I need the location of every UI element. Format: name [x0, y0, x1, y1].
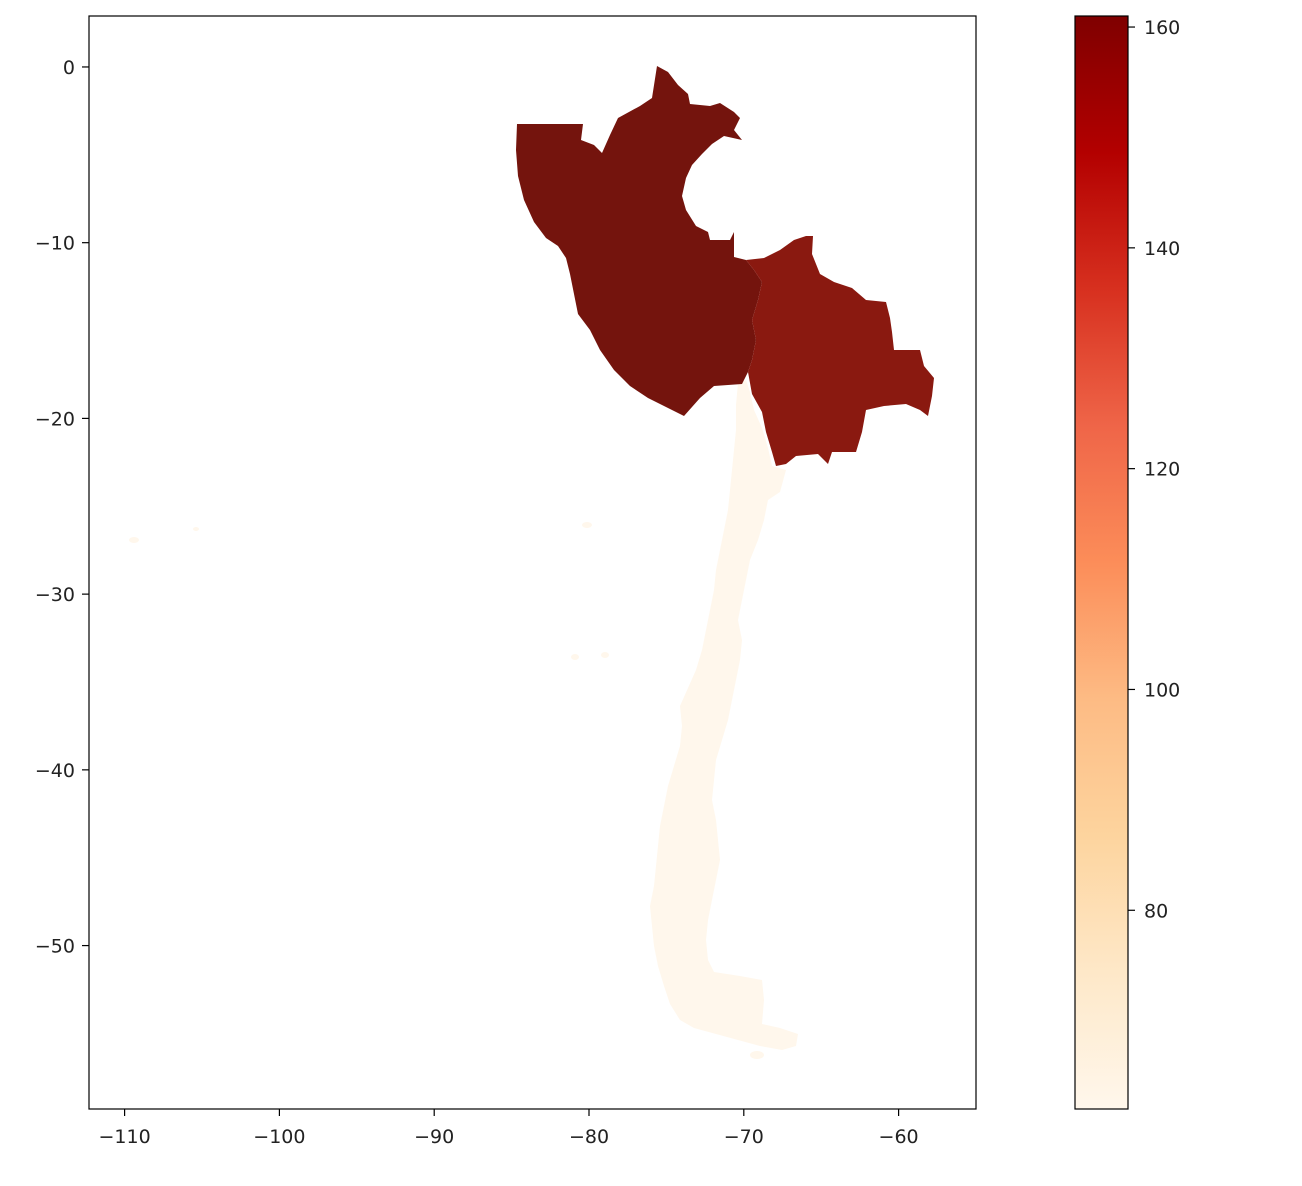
colorbar-tick-label: 100: [1144, 679, 1180, 701]
region-peru[interactable]: [516, 66, 762, 416]
x-tick-label: −70: [724, 1126, 764, 1148]
region-chile[interactable]: [650, 380, 798, 1050]
x-axis: −110 −100 −90 −80 −70 −60: [99, 1109, 919, 1148]
colorbar: 80 100 120 140 160: [1074, 15, 1180, 1110]
x-tick-label: −60: [879, 1126, 919, 1148]
y-tick-label: −20: [35, 408, 75, 430]
x-tick-label: −90: [414, 1126, 454, 1148]
region-chile-island: [582, 522, 592, 528]
y-tick-label: −30: [35, 584, 75, 606]
region-chile-island: [193, 527, 199, 531]
colorbar-gradient: [1074, 15, 1129, 1110]
y-tick-label: −50: [35, 936, 75, 958]
colorbar-ticks: 80 100 120 140 160: [1128, 17, 1180, 922]
x-tick-label: −80: [569, 1126, 609, 1148]
x-tick-label: −100: [253, 1126, 305, 1148]
colorbar-tick-label: 80: [1144, 900, 1168, 922]
colorbar-tick-label: 140: [1144, 238, 1180, 260]
y-tick-label: 0: [63, 57, 75, 79]
region-bolivia[interactable]: [746, 236, 934, 466]
y-tick-label: −40: [35, 760, 75, 782]
x-tick-label: −110: [99, 1126, 151, 1148]
region-chile-island: [601, 652, 609, 658]
region-chile-island: [750, 1051, 764, 1059]
y-tick-label: −10: [35, 233, 75, 255]
y-axis: 0 −10 −20 −30 −40 −50: [35, 57, 89, 958]
colorbar-tick-label: 160: [1144, 17, 1180, 39]
colorbar-tick-label: 120: [1144, 459, 1180, 481]
map-regions: [129, 66, 934, 1059]
region-chile-island: [571, 654, 579, 660]
region-chile-island: [129, 537, 139, 543]
